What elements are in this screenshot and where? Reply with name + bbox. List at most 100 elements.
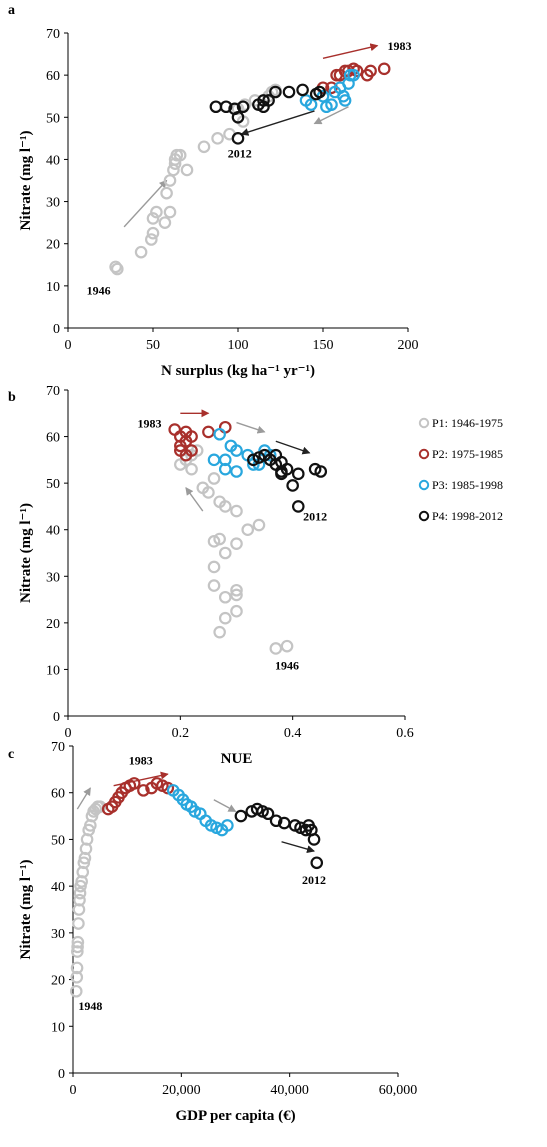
- chart-panel-a: a 0 10 20 30 40 50 60 70 0 50 100 150 200 N surplus (k…: [8, 3, 419, 379]
- data-point-p4: [262, 94, 275, 107]
- data-point-p1: [211, 132, 224, 145]
- y-tick-label: 40: [46, 524, 60, 539]
- data-point-p1: [252, 518, 266, 532]
- data-point-p2: [174, 439, 187, 453]
- data-point-p1: [230, 583, 243, 597]
- data-point-p4: [313, 85, 326, 99]
- y-tick-label: 10: [51, 1020, 65, 1035]
- y-tick-label: 70: [46, 27, 60, 42]
- legend: P1: 1946-1975 P2: 1975-1985 P3: 1985-1998 P…: [418, 416, 503, 523]
- panel-label: c: [8, 747, 14, 762]
- data-point-p1: [163, 205, 177, 219]
- year-annotation: 1983: [137, 416, 161, 430]
- data-point-p3: [263, 448, 277, 462]
- data-point-p4: [308, 462, 322, 476]
- data-point-p3: [230, 465, 243, 478]
- y-tick-label: 60: [51, 787, 65, 802]
- x-tick-label: 0: [65, 338, 72, 353]
- data-point-p4: [280, 462, 294, 476]
- data-point-p1: [213, 495, 226, 509]
- data-point-p1: [241, 523, 255, 537]
- data-point-p4: [247, 453, 260, 467]
- y-tick-label: 0: [53, 322, 60, 337]
- data-point-p1: [238, 98, 252, 111]
- data-point-p1: [73, 886, 87, 900]
- y-axis-label: Nitrate (mg l⁻¹): [18, 131, 34, 231]
- data-point-p2: [364, 64, 377, 78]
- legend-marker-p1: [418, 417, 430, 429]
- data-point-p4: [219, 100, 233, 114]
- trend-arrow: [185, 486, 204, 512]
- data-point-p1: [218, 590, 232, 604]
- data-point-p4: [234, 809, 248, 823]
- data-point-p1: [230, 588, 243, 602]
- data-point-p1: [146, 212, 160, 225]
- data-point-p3: [338, 94, 352, 107]
- year-annotation: 1983: [129, 754, 153, 768]
- data-point-p1: [134, 245, 148, 259]
- data-point-p1: [213, 532, 226, 546]
- year-annotation: 1948: [78, 999, 102, 1013]
- y-tick-label: 20: [46, 617, 60, 632]
- trend-arrow: [236, 421, 266, 434]
- y-tick-label: 20: [51, 974, 65, 989]
- data-point-p4: [252, 451, 266, 464]
- trend-arrow: [76, 787, 91, 810]
- trend-arrow: [313, 106, 349, 125]
- data-point-p3: [207, 453, 221, 467]
- x-axis-label: NUE: [221, 751, 253, 767]
- data-point-p4: [286, 479, 299, 492]
- data-point-p3: [221, 819, 234, 832]
- data-point-p1: [269, 642, 283, 655]
- data-point-p1: [213, 625, 226, 639]
- data-point-p1: [109, 260, 122, 274]
- data-point-p1: [72, 917, 85, 930]
- data-point-p1: [173, 148, 187, 162]
- y-tick-label: 0: [58, 1067, 65, 1082]
- trend-arrow: [322, 43, 379, 59]
- y-tick-label: 50: [46, 477, 60, 492]
- x-tick-label: 50: [146, 338, 160, 353]
- data-point-p2: [168, 423, 182, 436]
- x-tick-label: 150: [313, 338, 334, 353]
- y-tick-label: 30: [46, 570, 60, 585]
- x-tick-label: 200: [398, 338, 419, 353]
- data-point-p1: [196, 481, 210, 495]
- trend-arrow: [281, 841, 316, 854]
- data-point-p2: [137, 784, 150, 797]
- data-point-p3: [230, 444, 243, 457]
- data-point-p4: [269, 448, 283, 462]
- data-point-p1: [69, 984, 83, 998]
- data-point-p1: [71, 940, 84, 954]
- data-point-p1: [230, 504, 243, 518]
- legend-marker-p3: [418, 479, 430, 491]
- legend-marker-p2: [418, 448, 430, 460]
- data-point-p4: [275, 465, 288, 478]
- year-annotation: 1946: [275, 658, 299, 672]
- data-point-p4: [282, 85, 296, 99]
- year-annotation: 1946: [87, 283, 111, 297]
- data-point-p1: [146, 226, 160, 240]
- data-point-p1: [280, 639, 294, 653]
- y-tick-label: 60: [46, 69, 60, 84]
- data-point-p4: [291, 500, 305, 513]
- data-point-p4: [236, 100, 250, 114]
- x-tick-label: 60,000: [379, 1083, 418, 1098]
- y-tick-label: 10: [46, 663, 60, 678]
- y-tick-label: 50: [46, 111, 60, 126]
- y-axis-label: Nitrate (mg l⁻¹): [18, 860, 34, 960]
- data-point-p2: [377, 62, 391, 76]
- data-point-p2: [218, 420, 232, 434]
- chart-panel-c: c 0 10 20 30 40 50 60 70 0 20,000 40,000 60,000 GDP p…: [8, 740, 417, 1124]
- x-tick-label: 100: [228, 338, 249, 353]
- x-tick-label: 0.6: [396, 726, 414, 741]
- y-tick-label: 30: [51, 927, 65, 942]
- data-point-p1: [230, 604, 243, 618]
- data-point-p4: [261, 807, 275, 821]
- x-tick-label: 20,000: [162, 1083, 201, 1098]
- data-point-p4: [209, 100, 223, 114]
- y-tick-label: 50: [51, 833, 65, 848]
- data-point-p4: [257, 94, 270, 107]
- data-point-p3: [304, 98, 318, 111]
- data-point-p1: [71, 935, 85, 949]
